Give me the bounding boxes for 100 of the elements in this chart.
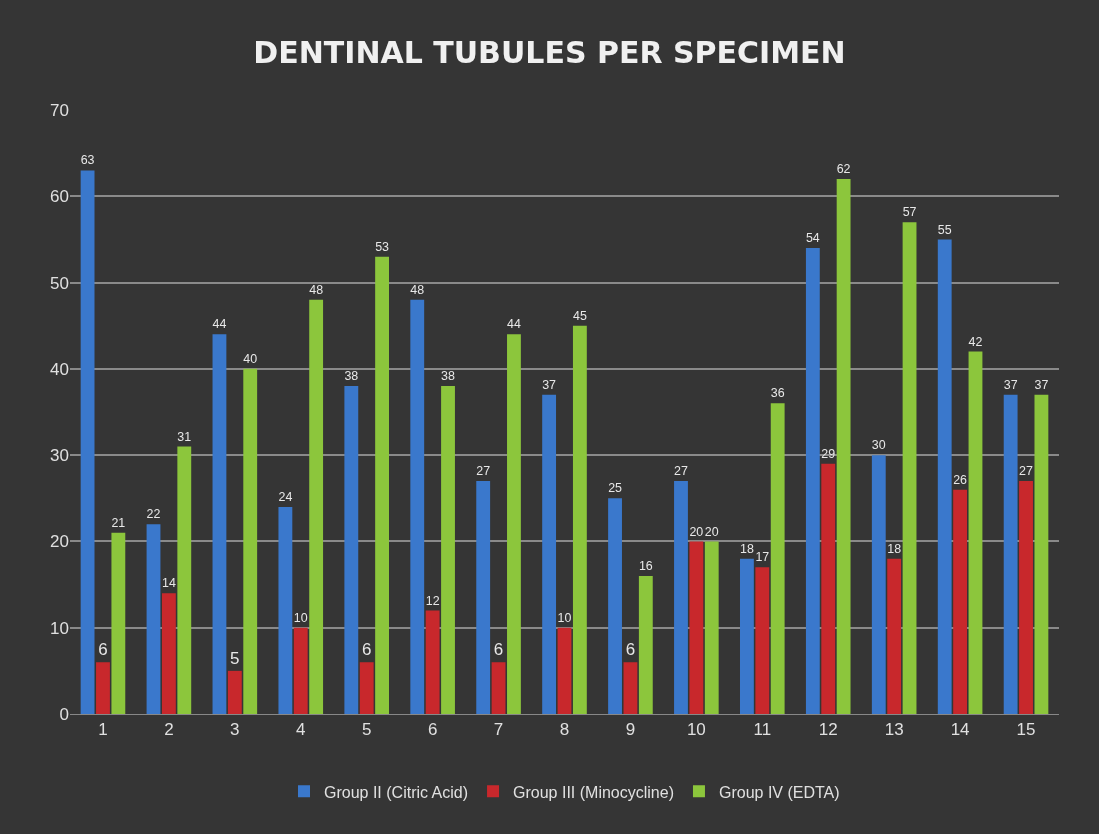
- y-tick-label: 50: [50, 273, 69, 293]
- bar: [375, 256, 390, 714]
- data-label: 40: [243, 351, 258, 366]
- bar: [968, 351, 983, 714]
- bar: [410, 299, 425, 714]
- data-label: 27: [1019, 464, 1034, 479]
- data-label: 37: [1034, 377, 1049, 392]
- data-label: 57: [902, 205, 917, 220]
- data-label: 53: [375, 239, 390, 254]
- x-tick-label: 13: [884, 720, 904, 740]
- x-tick-label: 7: [493, 720, 504, 740]
- bar: [953, 489, 968, 714]
- data-label: 6: [361, 640, 372, 660]
- data-label: 12: [425, 593, 440, 608]
- data-label: 38: [344, 369, 359, 384]
- y-tick-label: 10: [50, 618, 69, 638]
- data-label: 14: [161, 576, 176, 591]
- data-label: 18: [887, 541, 902, 556]
- bar: [476, 481, 491, 714]
- bar: [96, 662, 110, 714]
- data-label: 48: [410, 282, 425, 297]
- x-tick-label: 15: [1016, 720, 1036, 740]
- data-label: 29: [821, 446, 836, 461]
- legend-label: Group II (Citric Acid): [324, 783, 469, 801]
- data-label: 55: [937, 222, 952, 237]
- bar: [344, 386, 359, 714]
- y-tick-label: 60: [50, 187, 69, 207]
- data-label: 17: [755, 550, 770, 565]
- bar: [1003, 394, 1018, 714]
- x-tick-label: 5: [361, 720, 372, 740]
- bar: [887, 558, 902, 714]
- bar: [805, 248, 820, 714]
- x-tick-label: 12: [818, 720, 838, 740]
- bar: [739, 558, 754, 714]
- x-tick-label: 9: [625, 720, 636, 740]
- data-label: 21: [111, 515, 126, 530]
- data-label: 20: [704, 524, 719, 539]
- bar: [507, 334, 521, 714]
- legend-label: Group IV (EDTA): [718, 783, 840, 801]
- bar: [309, 299, 324, 714]
- bar: [836, 179, 851, 714]
- x-tick-label: 2: [164, 720, 174, 740]
- data-label: 38: [441, 369, 456, 384]
- data-label: 36: [770, 386, 785, 401]
- data-label: 48: [309, 282, 324, 297]
- data-label: 54: [805, 231, 820, 246]
- bar: [674, 481, 688, 714]
- data-label: 44: [212, 317, 227, 332]
- data-label: 24: [278, 489, 293, 504]
- bar: [1034, 394, 1049, 714]
- data-label: 22: [146, 507, 161, 522]
- bar: [871, 455, 886, 714]
- data-label: 27: [476, 464, 491, 479]
- data-label: 37: [542, 377, 557, 392]
- bar: [161, 593, 176, 714]
- bar: [623, 662, 638, 714]
- data-label: 6: [98, 640, 108, 660]
- x-tick-label: 3: [230, 720, 240, 740]
- bar: [821, 463, 836, 714]
- bar: [937, 239, 952, 714]
- bar: [111, 532, 126, 714]
- data-label: 30: [871, 438, 886, 453]
- data-label: 37: [1003, 377, 1018, 392]
- bar: [704, 541, 719, 714]
- data-label: 20: [689, 524, 704, 539]
- y-tick-label: 30: [50, 446, 69, 466]
- data-label: 27: [674, 464, 688, 479]
- bar: [212, 334, 227, 714]
- bar: [227, 670, 242, 714]
- y-tick-label: 0: [59, 704, 69, 724]
- bar: [542, 394, 557, 714]
- data-label: 10: [557, 610, 572, 625]
- bar: [770, 403, 785, 714]
- legend-label: Group III (Minocycline): [513, 783, 674, 801]
- x-tick-label: 10: [686, 720, 706, 740]
- bar: [441, 386, 455, 714]
- bar: [902, 222, 917, 714]
- data-label: 26: [953, 472, 968, 487]
- bar: [608, 498, 622, 714]
- bar: [491, 662, 506, 714]
- x-tick-label: 6: [427, 720, 438, 740]
- x-tick-label: 4: [296, 720, 306, 740]
- bar: [80, 170, 95, 714]
- data-label: 31: [177, 429, 192, 444]
- data-label: 6: [625, 640, 636, 660]
- bar: [278, 506, 293, 714]
- bar: [243, 368, 258, 714]
- y-tick-label: 40: [50, 359, 69, 379]
- bar: [755, 567, 770, 714]
- y-tick-label: 20: [50, 532, 69, 552]
- bar: [359, 662, 374, 714]
- data-label: 45: [572, 308, 587, 323]
- data-label: 6: [493, 640, 504, 660]
- bar: [425, 610, 440, 714]
- data-label: 42: [968, 334, 983, 349]
- bar: [1019, 481, 1033, 714]
- y-tick-label: 70: [50, 100, 69, 120]
- bar: [177, 446, 192, 714]
- data-label: 44: [507, 317, 521, 332]
- bar: [293, 627, 308, 714]
